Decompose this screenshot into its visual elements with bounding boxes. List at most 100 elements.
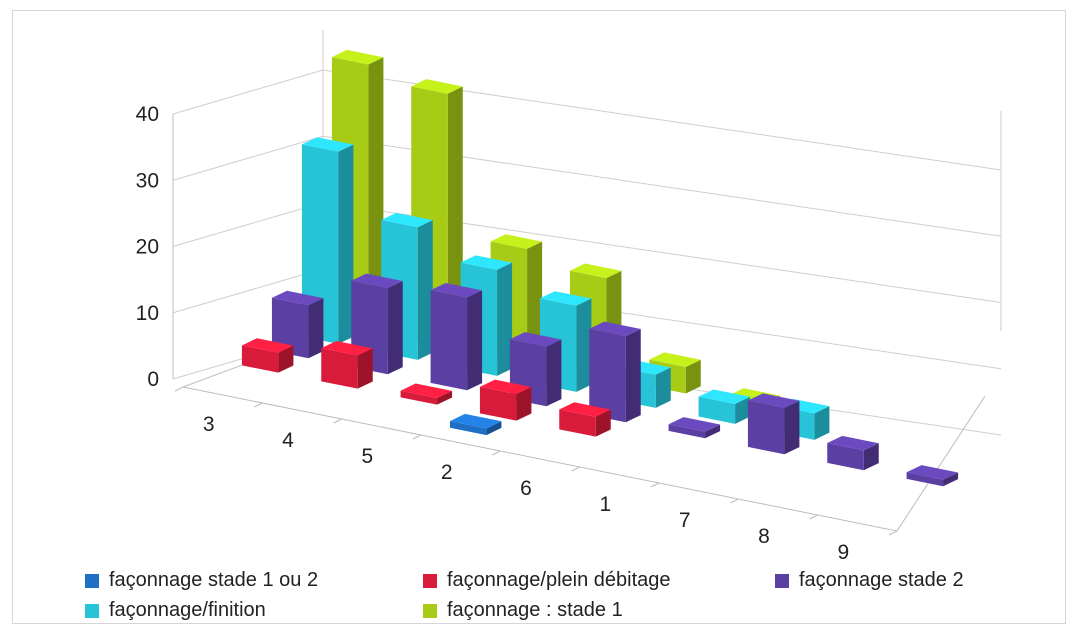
bar-front — [241, 345, 279, 373]
gridline-side — [172, 135, 324, 181]
legend: façonnage stade 1 ou 2 façonnage/plein d… — [85, 569, 1045, 629]
bar-2-fa-onnage-stade-2-cat-9 — [906, 465, 959, 487]
bar-top — [569, 263, 622, 279]
bar-1-fa-onnage-plein-d-bitage-cat-2 — [479, 379, 532, 421]
bar-side — [546, 339, 562, 407]
bar-side — [625, 328, 641, 423]
bar-side — [943, 472, 959, 487]
bar-top — [747, 393, 800, 408]
bar-front — [589, 328, 626, 423]
bar-top — [559, 402, 611, 417]
bar-top — [411, 79, 463, 94]
bar-front — [321, 348, 358, 389]
bar-front — [906, 472, 944, 487]
gridline-side — [172, 69, 324, 115]
bar-front — [449, 421, 487, 436]
bar-front — [479, 386, 517, 421]
bar-top — [479, 379, 532, 395]
x-tick — [492, 450, 501, 456]
bar-top — [589, 321, 641, 337]
bar-top — [668, 417, 721, 432]
x-tick — [888, 530, 898, 536]
x-tick — [809, 514, 818, 520]
bar-top — [430, 282, 483, 298]
bar-1-fa-onnage-plein-d-bitage-cat-4 — [321, 340, 373, 389]
bar-3-fa-onnage-finition-cat-3 — [301, 137, 354, 344]
bar-2-fa-onnage-stade-2-cat-1 — [668, 417, 721, 439]
bar-top — [509, 332, 562, 347]
legend-swatch — [775, 573, 789, 588]
bar-side — [278, 345, 294, 373]
bar-side — [655, 367, 671, 408]
bar-top — [351, 273, 403, 289]
legend-label: façonnage/finition — [109, 599, 266, 621]
x-tick-label: 1 — [599, 493, 611, 516]
bar-side — [497, 262, 513, 376]
legend-label: façonnage/plein débitage — [447, 569, 671, 591]
bar-side — [486, 421, 502, 436]
bar-side — [527, 241, 543, 362]
gridline-side — [172, 202, 324, 247]
x-tick — [730, 498, 739, 504]
bar-front — [698, 396, 736, 424]
legend-swatch — [423, 603, 437, 618]
bar-side — [814, 406, 830, 440]
legend-item-stade-1: façonnage : stade 1 — [423, 599, 623, 622]
bar-1-fa-onnage-plein-d-bitage-cat-6 — [559, 402, 611, 437]
legend-item-stade-1-ou-2: façonnage stade 1 ou 2 — [85, 569, 318, 592]
bar-side — [735, 396, 751, 424]
bar-top — [906, 465, 959, 480]
bar-front — [559, 409, 596, 437]
bar-1-fa-onnage-plein-d-bitage-cat-3 — [241, 338, 294, 373]
bar-side — [338, 144, 354, 344]
bar-top — [241, 338, 294, 353]
bar-side — [387, 280, 403, 375]
x-tick — [254, 402, 263, 408]
bar-side — [685, 359, 701, 394]
bar-top — [490, 234, 543, 249]
x-tick-label: 4 — [282, 429, 294, 452]
bar-0-fa-onnage-stade-1-ou-2-cat-2 — [449, 413, 502, 436]
bar-top — [301, 137, 354, 152]
bar-front — [301, 144, 339, 344]
bar-top — [698, 389, 751, 405]
chart-3d-bar: 0 10 20 30 40 3 4 5 2 6 1 7 8 9 — [136, 30, 1002, 559]
bar-top — [381, 212, 433, 228]
legend-label: façonnage : stade 1 — [447, 599, 623, 621]
legend-swatch — [423, 573, 437, 588]
bar-side — [417, 220, 433, 360]
bar-front — [430, 290, 468, 391]
bar-front — [827, 443, 864, 471]
bar-top — [827, 435, 879, 451]
y-tick-label: 40 — [136, 103, 159, 126]
x-tick — [412, 434, 422, 440]
x-tick — [571, 466, 580, 472]
bar-front — [747, 400, 785, 455]
bar-side — [368, 57, 384, 330]
legend-item-finition: façonnage/finition — [85, 599, 266, 622]
bar-layer — [241, 49, 959, 487]
x-axis-line — [182, 386, 898, 532]
bar-2-fa-onnage-stade-2-cat-5 — [430, 282, 483, 391]
bar-side — [595, 409, 611, 437]
label-layer: 0 10 20 30 40 3 4 5 2 6 1 7 8 9 — [136, 103, 850, 559]
y-tick-label: 10 — [136, 302, 159, 325]
y-tick-label: 30 — [136, 169, 159, 192]
x-tick-label: 7 — [679, 509, 691, 532]
x-tick — [174, 386, 184, 392]
y-tick-label: 20 — [136, 236, 159, 259]
bar-top — [460, 255, 513, 270]
bar-top — [649, 352, 701, 367]
bar-side — [467, 290, 483, 391]
bar-side — [784, 400, 800, 455]
bar-side — [516, 386, 532, 421]
bar-top — [539, 291, 592, 306]
bar-2-fa-onnage-stade-2-cat-8 — [827, 435, 879, 471]
legend-swatch — [85, 603, 99, 618]
x-tick-label: 8 — [758, 525, 770, 548]
bar-top — [271, 290, 324, 306]
chart-frame: 0 10 20 30 40 3 4 5 2 6 1 7 8 9 façonnage stade 1 ou … — [12, 10, 1066, 624]
bar-side — [705, 424, 721, 439]
bar-top — [400, 383, 453, 399]
bar-top — [321, 340, 373, 356]
